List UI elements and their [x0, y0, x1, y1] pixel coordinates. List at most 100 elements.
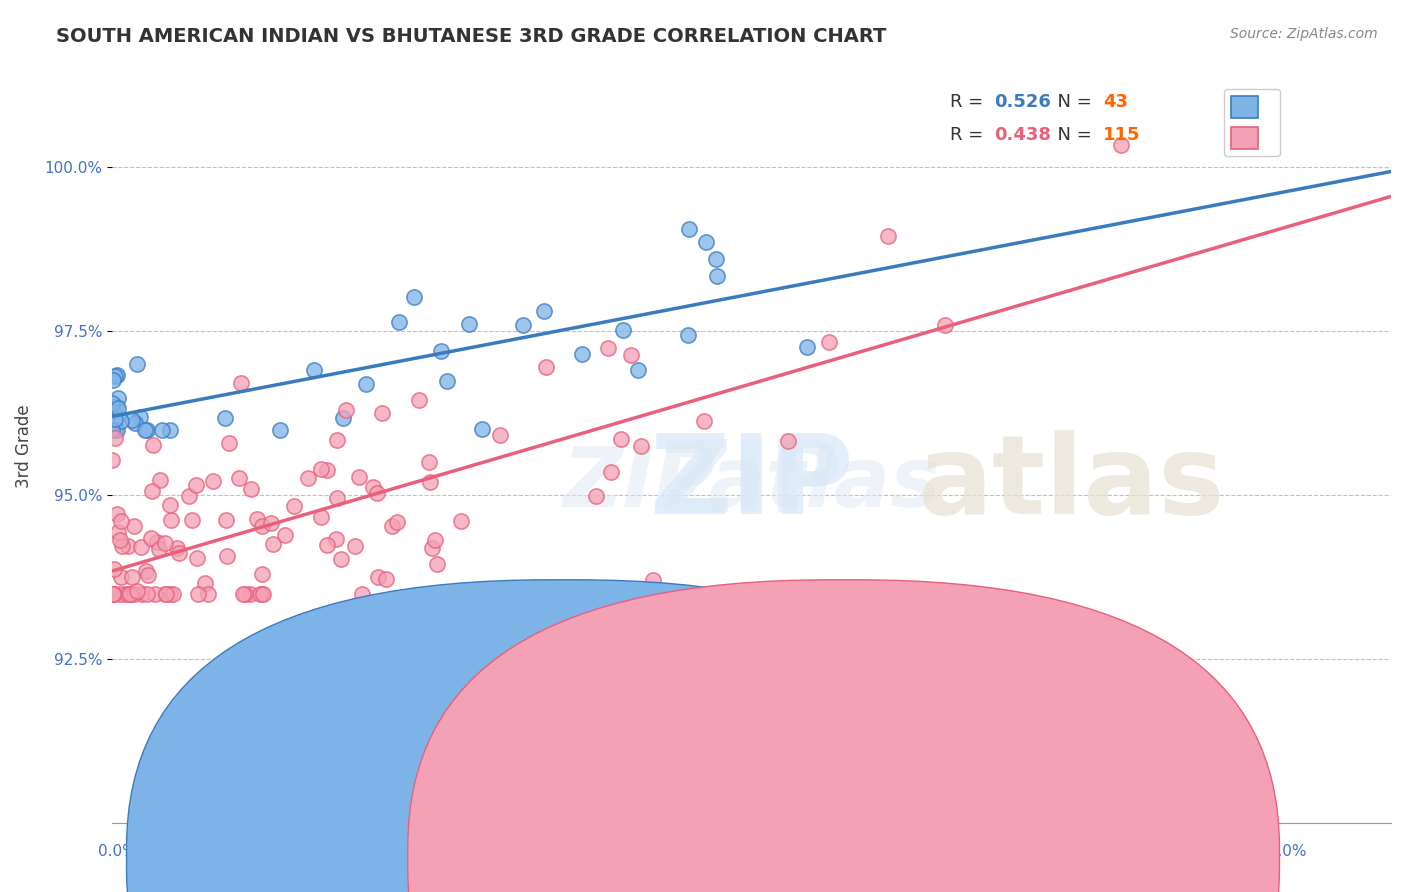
Point: [252, 587, 274, 601]
Point: [609, 433, 631, 447]
Point: [332, 411, 354, 425]
Point: [426, 557, 449, 571]
Point: [325, 532, 347, 546]
Point: [160, 513, 183, 527]
Point: [104, 431, 127, 445]
Point: [371, 406, 394, 420]
Point: [101, 587, 124, 601]
Point: [354, 377, 377, 392]
Point: [107, 401, 129, 416]
Point: [274, 528, 297, 542]
Point: [1109, 138, 1132, 153]
Point: [585, 489, 607, 503]
Point: [107, 391, 129, 405]
Point: [105, 399, 128, 413]
Point: [103, 412, 125, 426]
Point: [187, 587, 209, 601]
Text: Source: ZipAtlas.com: Source: ZipAtlas.com: [1230, 27, 1378, 41]
Point: [136, 568, 159, 582]
Point: [101, 587, 124, 601]
Point: [105, 423, 128, 437]
Point: [103, 587, 125, 601]
Point: [148, 541, 170, 556]
Point: [146, 535, 169, 549]
Point: [404, 289, 426, 303]
Point: [105, 368, 128, 382]
Point: [619, 348, 641, 362]
Point: [110, 569, 132, 583]
Point: [122, 519, 145, 533]
Point: [630, 439, 652, 453]
Point: [260, 516, 283, 530]
Point: [159, 498, 181, 512]
Point: [599, 466, 621, 480]
Point: [104, 423, 127, 437]
Point: [201, 474, 224, 488]
Point: [361, 479, 384, 493]
Point: [676, 328, 699, 343]
Point: [149, 473, 172, 487]
Point: [534, 360, 557, 375]
Text: 60.0%: 60.0%: [1260, 845, 1308, 859]
Point: [159, 423, 181, 437]
Point: [101, 423, 124, 437]
Point: [240, 482, 263, 496]
Point: [326, 433, 349, 447]
Point: [233, 587, 256, 601]
Point: [796, 340, 818, 354]
Point: [425, 533, 447, 548]
Text: ZIPatlas: ZIPatlas: [562, 443, 941, 524]
Point: [309, 462, 332, 476]
Point: [471, 422, 494, 436]
Point: [197, 587, 219, 601]
Point: [311, 509, 333, 524]
Point: [641, 574, 664, 588]
Point: [388, 315, 411, 329]
Point: [436, 374, 458, 388]
Point: [136, 587, 159, 601]
Point: [817, 335, 839, 350]
Point: [121, 413, 143, 427]
Point: [297, 471, 319, 485]
Point: [103, 562, 125, 576]
Point: [239, 587, 262, 601]
Text: ZIP: ZIP: [650, 430, 853, 537]
Point: [695, 235, 717, 249]
Point: [246, 511, 269, 525]
Point: [250, 587, 273, 601]
Text: 0.438: 0.438: [994, 126, 1052, 144]
Point: [105, 507, 128, 521]
Point: [131, 587, 153, 601]
Point: [375, 572, 398, 586]
Text: R =: R =: [949, 126, 988, 144]
Point: [104, 368, 127, 383]
Point: [114, 587, 136, 601]
Point: [283, 500, 305, 514]
Point: [186, 550, 208, 565]
Text: Bhutanese: Bhutanese: [872, 850, 953, 865]
Point: [215, 549, 238, 564]
Point: [155, 587, 177, 601]
Y-axis label: 3rd Grade: 3rd Grade: [15, 404, 32, 488]
Point: [141, 532, 163, 546]
Point: [134, 423, 156, 437]
Point: [117, 587, 139, 601]
Point: [330, 551, 353, 566]
Point: [343, 539, 366, 553]
Point: [179, 489, 201, 503]
Point: [214, 411, 236, 425]
Point: [430, 344, 453, 359]
Point: [215, 513, 238, 527]
Point: [876, 229, 898, 244]
Point: [457, 317, 479, 331]
Point: [250, 566, 273, 581]
Point: [180, 513, 202, 527]
Point: [111, 540, 134, 554]
Point: [408, 393, 430, 408]
Point: [678, 222, 700, 236]
Point: [124, 416, 146, 430]
Point: [142, 438, 165, 452]
Text: SOUTH AMERICAN INDIAN VS BHUTANESE 3RD GRADE CORRELATION CHART: SOUTH AMERICAN INDIAN VS BHUTANESE 3RD G…: [56, 27, 887, 45]
Point: [167, 546, 190, 560]
Point: [135, 565, 157, 579]
